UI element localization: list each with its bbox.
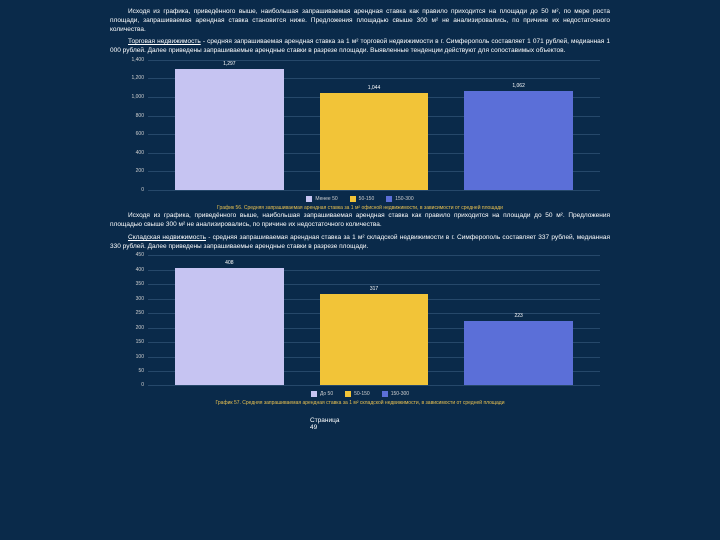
p2-lead: Торговая недвижимость <box>128 38 201 45</box>
legend-label: 50-150 <box>359 196 375 202</box>
y-tick-label: 600 <box>118 131 144 137</box>
footer-page-number: 49 <box>310 424 317 431</box>
gridline <box>148 190 600 191</box>
y-tick-label: 250 <box>118 310 144 316</box>
y-tick-label: 150 <box>118 339 144 345</box>
legend-label: До 50 <box>320 391 333 397</box>
bar: 1,297 <box>175 69 283 189</box>
paragraph-1: Исходя из графика, приведённого выше, на… <box>110 8 610 34</box>
bar: 1,062 <box>464 91 572 190</box>
bar-value-label: 408 <box>175 260 283 266</box>
paragraph-3: Исходя из графика, приведённого выше, на… <box>110 212 610 230</box>
y-tick-label: 200 <box>118 168 144 174</box>
y-tick-label: 400 <box>118 150 144 156</box>
chart-1-legend: Менее 50 50-150 150-300 <box>110 196 610 202</box>
chart-2-wrap: 0 50 100 150 200 250 300 350 400 450 408 317 223 До … <box>110 255 610 407</box>
chart-1-caption: График 56. Средняя запрашиваемая арендна… <box>110 205 610 212</box>
legend-item: 50-150 <box>350 196 375 202</box>
y-tick-label: 800 <box>118 113 144 119</box>
legend-label: 150-300 <box>395 196 413 202</box>
y-tick-label: 200 <box>118 325 144 331</box>
y-tick-label: 400 <box>118 267 144 273</box>
chart-1: 02004006008001,0001,2001,4001,2971,0441,… <box>148 60 600 190</box>
gridline <box>148 385 600 386</box>
legend-item: 50-150 <box>345 391 370 397</box>
gridline <box>148 255 600 256</box>
y-tick-label: 0 <box>118 187 144 193</box>
y-tick-label: 450 <box>118 252 144 258</box>
y-tick-label: 100 <box>118 354 144 360</box>
legend-label: Менее 50 <box>315 196 337 202</box>
p4-lead: Складская недвижимость <box>128 234 206 241</box>
y-tick-label: 350 <box>118 281 144 287</box>
legend-item: 150-300 <box>382 391 409 397</box>
legend-swatch <box>350 196 356 202</box>
bar: 223 <box>464 321 572 385</box>
bar-value-label: 317 <box>320 286 428 292</box>
bar-value-label: 223 <box>464 313 572 319</box>
paragraph-2: Торговая недвижимость - средняя запрашив… <box>110 38 610 56</box>
y-tick-label: 1,000 <box>118 94 144 100</box>
footer-label: Страница <box>310 417 339 424</box>
chart-1-wrap: 0 200 400 600 800 1,000 1,200 1,400 1,297 1,044 1,… <box>110 60 610 212</box>
y-tick-label: 300 <box>118 296 144 302</box>
legend-label: 50-150 <box>354 391 370 397</box>
legend-label: 150-300 <box>391 391 409 397</box>
y-tick-label: 1,400 <box>118 57 144 63</box>
legend-item: Менее 50 <box>306 196 337 202</box>
legend-swatch <box>345 391 351 397</box>
legend-swatch <box>311 391 317 397</box>
y-tick-label: 0 <box>118 382 144 388</box>
page-container: Исходя из графика, приведённого выше, на… <box>110 0 610 431</box>
bar: 408 <box>175 268 283 386</box>
chart-2: 050100150200250300350400450408317223 <box>148 255 600 385</box>
legend-item: 150-300 <box>386 196 413 202</box>
bar-value-label: 1,044 <box>320 85 428 91</box>
paragraph-4: Складская недвижимость - средняя запраши… <box>110 234 610 252</box>
bar-value-label: 1,062 <box>464 83 572 89</box>
legend-item: До 50 <box>311 391 333 397</box>
bar: 317 <box>320 294 428 386</box>
chart-2-caption: График 57. Средняя запрашиваемая арендна… <box>110 400 610 407</box>
y-tick-label: 1,200 <box>118 75 144 81</box>
chart-2-legend: До 50 50-150 150-300 <box>110 391 610 397</box>
legend-swatch <box>386 196 392 202</box>
legend-swatch <box>306 196 312 202</box>
bar-value-label: 1,297 <box>175 61 283 67</box>
bar: 1,044 <box>320 93 428 190</box>
page-footer: Страница 49 <box>110 417 610 431</box>
legend-swatch <box>382 391 388 397</box>
y-tick-label: 50 <box>118 368 144 374</box>
